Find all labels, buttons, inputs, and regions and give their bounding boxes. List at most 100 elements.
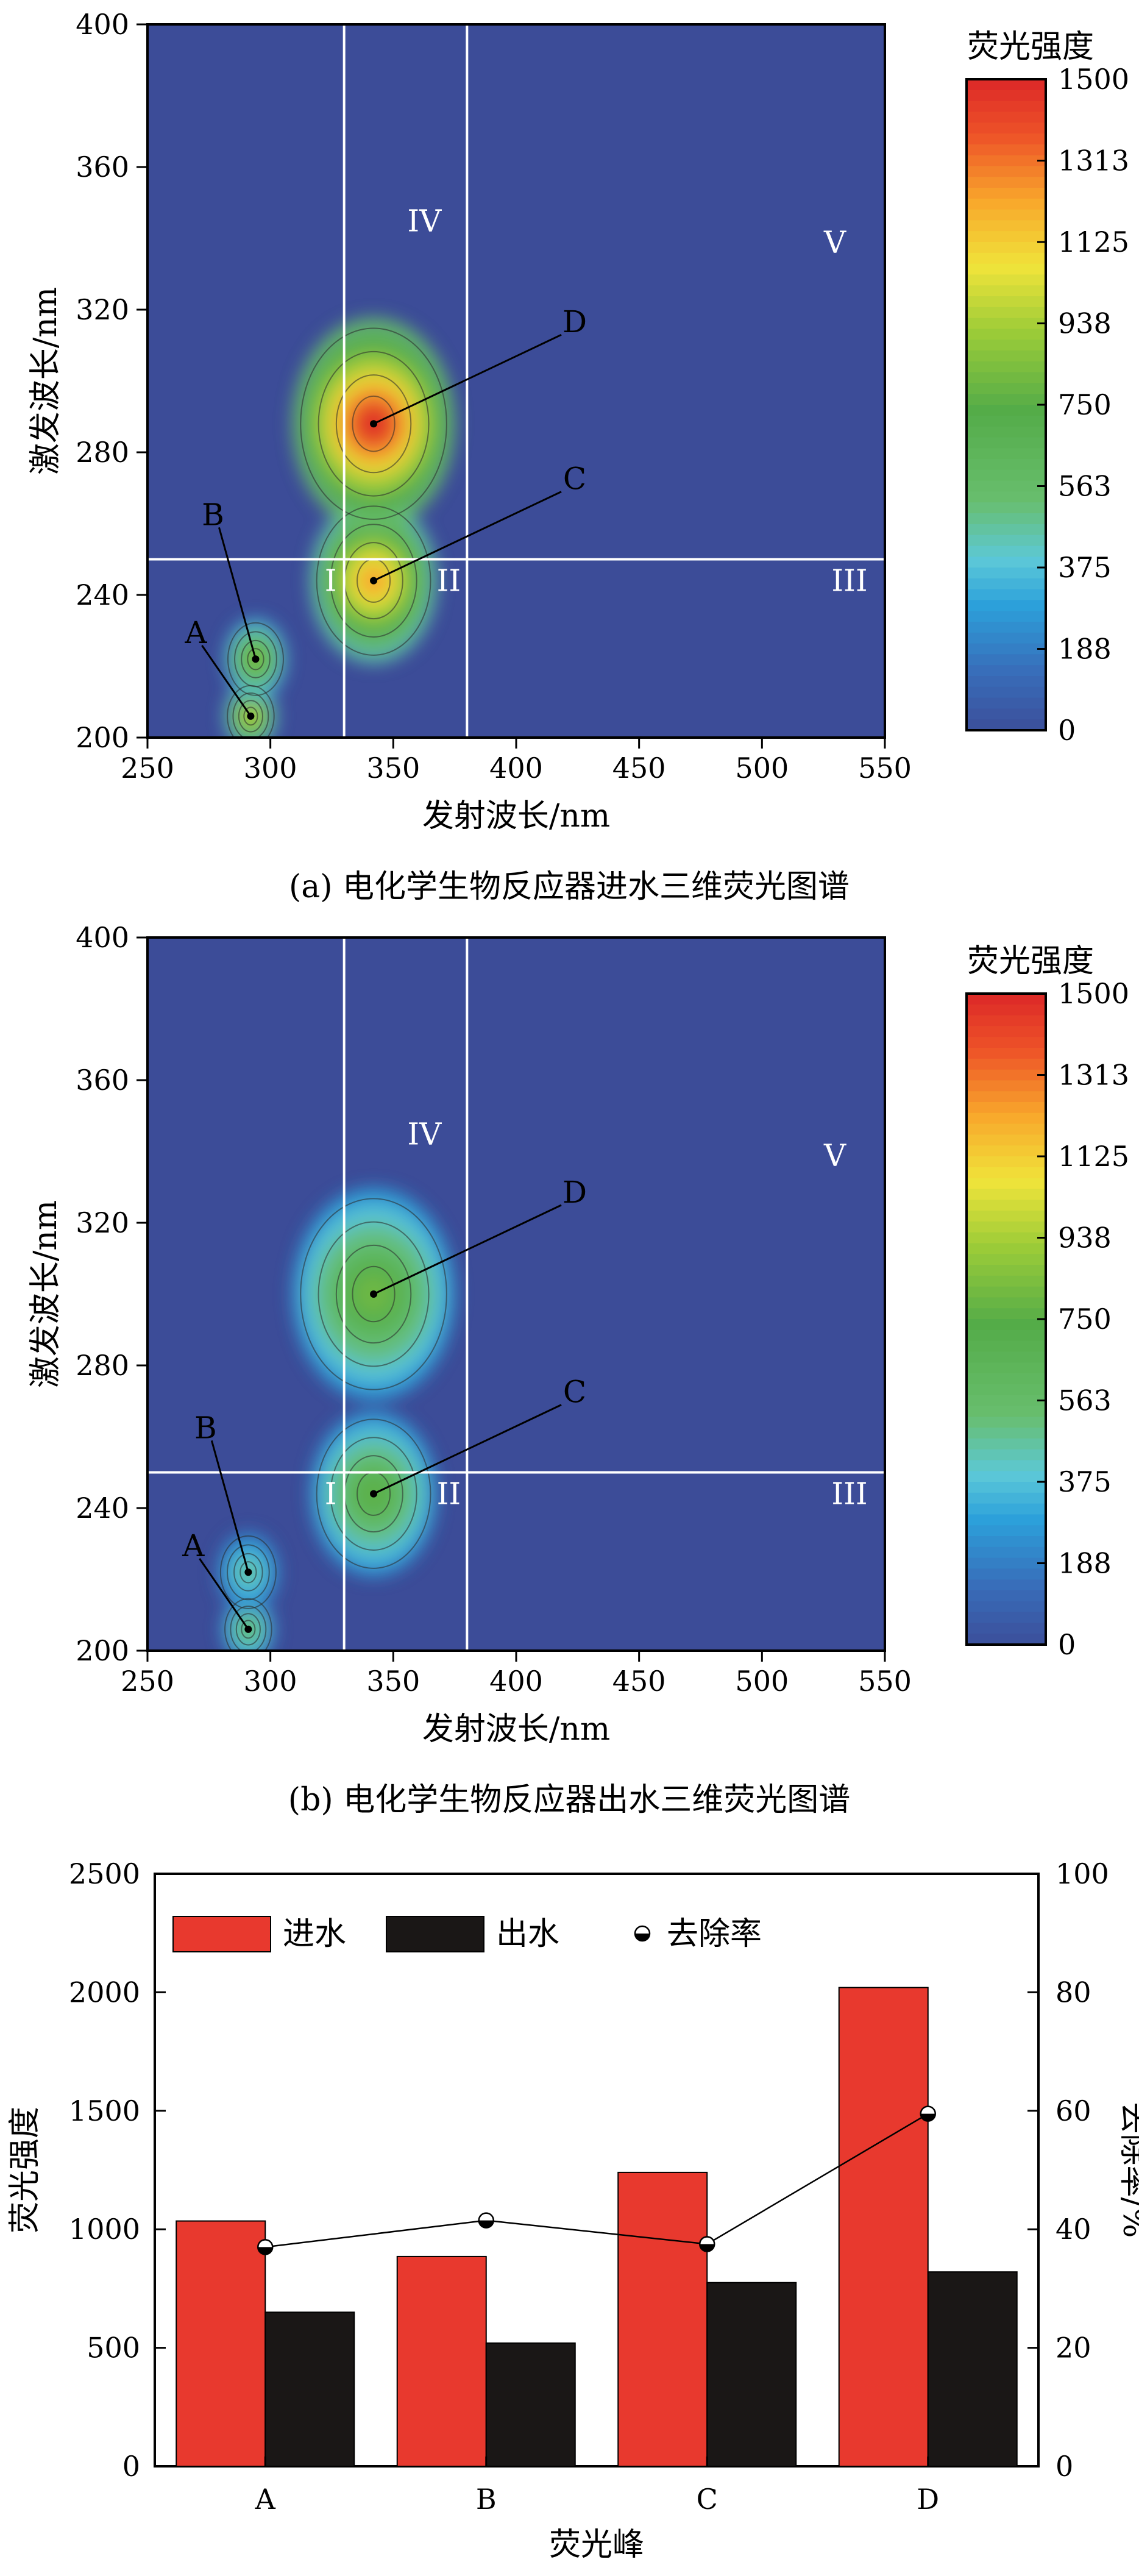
legend-label-influent: 进水 bbox=[283, 1916, 346, 1952]
peak-arrow-C bbox=[373, 1404, 562, 1495]
contour-B-3 bbox=[247, 648, 264, 671]
colorbar-step bbox=[967, 1428, 1046, 1439]
region-label-V: V bbox=[823, 224, 846, 260]
colorbar-step bbox=[967, 1189, 1046, 1201]
panel-caption: (a) 电化学生物反应器进水三维荧光图谱 bbox=[289, 869, 850, 905]
colorbar-step bbox=[967, 1406, 1046, 1418]
colorbar-step bbox=[967, 1037, 1046, 1048]
colorbar-step bbox=[967, 665, 1046, 677]
contour-D-1 bbox=[318, 350, 430, 497]
peak-label-D: D bbox=[562, 304, 587, 340]
y-tick-label: 0 bbox=[122, 2450, 140, 2483]
removal-rate-point-fill bbox=[920, 2113, 935, 2121]
contour-A-1 bbox=[230, 1606, 267, 1651]
bar-effluent-C bbox=[706, 2282, 797, 2467]
colorbar-step bbox=[967, 437, 1046, 449]
contour-C-0 bbox=[316, 1418, 431, 1569]
colorbar-tick-label: 1313 bbox=[1058, 1059, 1129, 1092]
bar-chart-panel-c: 0 500 1000 1500 2000 2500 0 20 40 60 80 100 A B C D 荧光峰 荧… bbox=[7, 1857, 1139, 2563]
colorbar-tick-label: 938 bbox=[1058, 1222, 1112, 1254]
colorbar-step bbox=[967, 1351, 1046, 1364]
contour-B-0 bbox=[227, 622, 284, 696]
x-tick-label: 550 bbox=[858, 1665, 912, 1698]
colorbar-step bbox=[967, 632, 1046, 644]
colorbar-step bbox=[967, 1297, 1046, 1309]
colorbar-step bbox=[967, 1395, 1046, 1407]
colorbar-step bbox=[967, 524, 1046, 536]
x-tick-label: 450 bbox=[612, 1665, 666, 1698]
colorbar-step bbox=[967, 166, 1046, 178]
peak-label-C: C bbox=[563, 461, 586, 497]
colorbar-step bbox=[967, 578, 1046, 590]
peak-label-A: A bbox=[184, 615, 207, 650]
colorbar-tick-label: 188 bbox=[1058, 1547, 1112, 1580]
colorbar-step bbox=[967, 144, 1046, 156]
colorbar-step bbox=[967, 1112, 1046, 1125]
colorbar-tick-label: 750 bbox=[1058, 388, 1112, 421]
colorbar-step bbox=[967, 1308, 1046, 1320]
colorbar-step bbox=[967, 1069, 1046, 1081]
colorbar-step bbox=[967, 459, 1046, 471]
colorbar-step bbox=[967, 1178, 1046, 1190]
colorbar-step bbox=[967, 1438, 1046, 1450]
y-axis-title: 激发波长/nm bbox=[27, 1200, 64, 1388]
colorbar-step bbox=[967, 1417, 1046, 1428]
contour-C-1 bbox=[330, 524, 417, 638]
y2-tick-label: 80 bbox=[1056, 1976, 1091, 2008]
colorbar-step bbox=[967, 546, 1046, 558]
y-tick-label: 400 bbox=[76, 8, 129, 41]
colorbar-step bbox=[967, 1015, 1046, 1027]
colorbar-step bbox=[967, 535, 1046, 547]
colorbar-step bbox=[967, 622, 1046, 633]
removal-rate-point-fill bbox=[258, 2247, 273, 2255]
colorbar-tick-label: 1500 bbox=[1058, 977, 1129, 1010]
y-tick-label: 200 bbox=[76, 721, 129, 754]
colorbar-step bbox=[967, 469, 1046, 482]
colorbar-step bbox=[967, 1546, 1046, 1559]
contour-B-2 bbox=[233, 1553, 263, 1592]
colorbar-step bbox=[967, 1319, 1046, 1331]
colorbar-tick-label: 563 bbox=[1058, 470, 1112, 503]
y-tick-label: 2500 bbox=[69, 1857, 140, 1890]
colorbar-title: 荧光强度 bbox=[967, 943, 1094, 980]
peak-arrow-A bbox=[199, 1558, 249, 1630]
colorbar-step bbox=[967, 1091, 1046, 1103]
colorbar-step bbox=[967, 1612, 1046, 1624]
region-label-IV: IV bbox=[407, 1116, 442, 1151]
colorbar-step bbox=[967, 394, 1046, 405]
colorbar-step bbox=[967, 1634, 1046, 1645]
colorbar-step bbox=[967, 1232, 1046, 1244]
y2-tick-label: 60 bbox=[1056, 2094, 1091, 2127]
legend-marker-fill bbox=[635, 1934, 650, 1941]
colorbar-step bbox=[967, 1503, 1046, 1515]
colorbar-step bbox=[967, 361, 1046, 373]
colorbar-step bbox=[967, 502, 1046, 514]
bar-influent-D bbox=[838, 1987, 929, 2467]
colorbar-step bbox=[967, 1329, 1046, 1342]
y-tick-label: 320 bbox=[76, 1206, 129, 1239]
colorbar-step bbox=[967, 1373, 1046, 1385]
legend: 进水 出水 去除率 bbox=[172, 1916, 762, 1952]
colorbar-step bbox=[967, 686, 1046, 699]
legend-swatch-effluent bbox=[386, 1916, 484, 1952]
x-tick-label: 350 bbox=[366, 752, 420, 785]
colorbar-step bbox=[967, 123, 1046, 134]
colorbar-step bbox=[967, 1460, 1046, 1472]
contour-B-2 bbox=[241, 639, 271, 678]
y-tick-label: 240 bbox=[76, 1492, 129, 1525]
colorbar-step bbox=[967, 1221, 1046, 1233]
contour-B-0 bbox=[219, 1535, 277, 1609]
legend-label-removal-rate: 去除率 bbox=[667, 1916, 762, 1952]
colorbar-tick-label: 0 bbox=[1058, 714, 1076, 747]
bar-influent-B bbox=[396, 2255, 487, 2467]
y2-tick-label: 0 bbox=[1056, 2450, 1073, 2483]
region-label-V: V bbox=[823, 1137, 846, 1173]
contour-D-0 bbox=[300, 327, 447, 520]
colorbar-step bbox=[967, 1536, 1046, 1548]
colorbar-step bbox=[967, 1525, 1046, 1537]
x-tick-label: 300 bbox=[244, 1665, 297, 1698]
colorbar-step bbox=[967, 1156, 1046, 1168]
peak-point-B bbox=[244, 1568, 252, 1576]
colorbar-step bbox=[967, 112, 1046, 124]
